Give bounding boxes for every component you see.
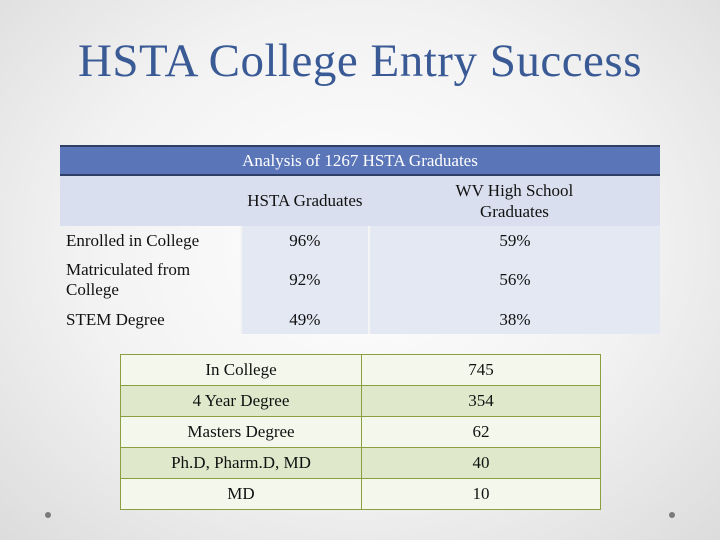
outcome-label: MD	[120, 478, 362, 510]
degree-outcomes-table: In College 745 4 Year Degree 354 Masters…	[120, 354, 601, 510]
outcome-label: In College	[120, 354, 362, 386]
hsta-value: 96%	[239, 226, 369, 255]
hsta-value: 49%	[239, 305, 369, 334]
outcome-label: Ph.D, Pharm.D, MD	[120, 447, 362, 479]
wv-value: 38%	[367, 305, 660, 334]
table-row: In College 745	[120, 354, 601, 386]
corner-dot-icon	[669, 512, 675, 518]
outcome-value: 40	[361, 447, 601, 479]
wv-value: 59%	[367, 226, 660, 255]
row-label: Enrolled in College	[66, 230, 200, 250]
table-row: 4 Year Degree 354	[120, 385, 601, 417]
table-row: Matriculated from College 92% 56%	[60, 255, 660, 305]
row-label: STEM Degree	[66, 309, 165, 329]
outcome-value: 62	[361, 416, 601, 448]
table-row: Ph.D, Pharm.D, MD 40	[120, 447, 601, 479]
hsta-value: 92%	[239, 255, 369, 305]
table-row: STEM Degree 49% 38%	[60, 305, 660, 334]
column-header-blank	[60, 175, 241, 226]
outcome-label: 4 Year Degree	[120, 385, 362, 417]
slide-title: HSTA College Entry Success	[77, 35, 643, 87]
row-label: Matriculated from College	[66, 260, 191, 299]
table-caption-row: Analysis of 1267 HSTA Graduates	[60, 145, 660, 176]
wv-value: 56%	[367, 255, 660, 305]
graduates-analysis-table: Analysis of 1267 HSTA Graduates HSTA Gra…	[60, 145, 660, 334]
table-caption: Analysis of 1267 HSTA Graduates	[60, 145, 660, 176]
table-row: Enrolled in College 96% 59%	[60, 226, 660, 255]
column-header-row: HSTA Graduates WV High School Graduates	[60, 175, 660, 226]
outcome-value: 354	[361, 385, 601, 417]
corner-dot-icon	[45, 512, 51, 518]
outcome-value: 745	[361, 354, 601, 386]
outcome-value: 10	[361, 478, 601, 510]
column-header-wv: WV High School Graduates	[368, 175, 660, 226]
table-row: MD 10	[120, 478, 601, 510]
table-row: Masters Degree 62	[120, 416, 601, 448]
column-header-hsta: HSTA Graduates	[240, 175, 369, 226]
outcome-label: Masters Degree	[120, 416, 362, 448]
